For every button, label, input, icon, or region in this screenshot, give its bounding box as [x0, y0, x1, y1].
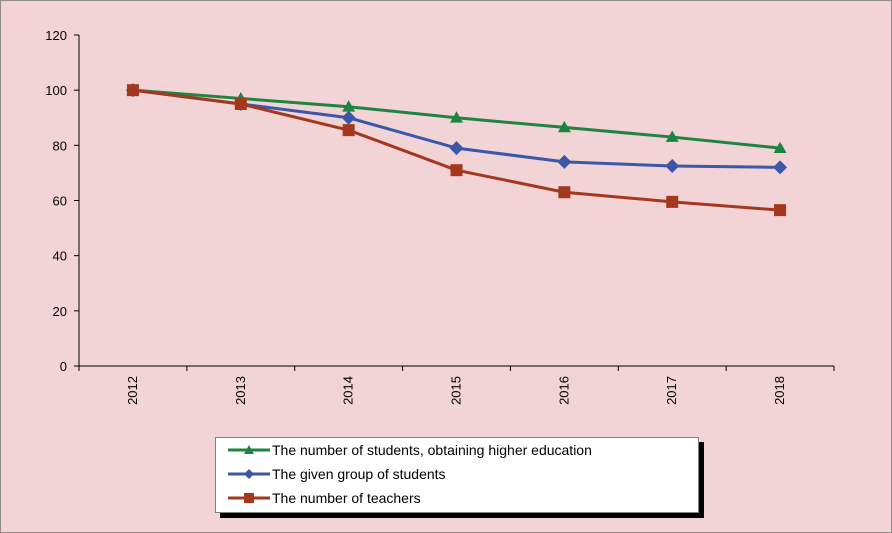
legend-item: The number of students, obtaining higher…: [228, 440, 592, 460]
x-tick-label: 2016: [556, 376, 571, 405]
legend-swatch: [228, 469, 270, 479]
x-tick-label: 2017: [664, 376, 679, 405]
legend-swatch-marker: [244, 445, 254, 454]
legend-item: The number of teachers: [228, 488, 421, 508]
series-2-point: [665, 159, 680, 174]
series-3-point: [342, 124, 355, 137]
legend-swatch: [228, 445, 270, 454]
series-1-point: [557, 120, 571, 133]
legend-swatch-marker: [244, 469, 254, 479]
legend-swatch: [228, 493, 270, 503]
series-3-point: [774, 204, 787, 217]
series-3-point: [558, 186, 571, 199]
series-3-point: [666, 195, 679, 208]
y-tick-label: 20: [53, 304, 67, 319]
series-1-point: [773, 141, 787, 153]
x-tick-label: 2014: [341, 376, 356, 405]
series-1-point: [665, 130, 679, 142]
series-3-point: [450, 164, 463, 177]
series-1-point: [342, 100, 356, 112]
x-tick-label: 2018: [772, 376, 787, 405]
legend-item: The given group of students: [228, 464, 446, 484]
series-3-point: [126, 84, 139, 97]
x-tick-label: 2013: [233, 376, 248, 405]
legend: The number of students, obtaining higher…: [215, 437, 699, 513]
legend-label: The given group of students: [272, 466, 446, 482]
x-tick-label: 2015: [449, 376, 464, 405]
legend-label: The number of teachers: [272, 490, 421, 506]
y-tick-label: 40: [53, 249, 67, 264]
y-tick-label: 0: [60, 359, 67, 374]
y-tick-label: 80: [53, 138, 67, 153]
legend-swatch-marker: [244, 493, 254, 503]
legend-label: The number of students, obtaining higher…: [272, 442, 592, 458]
series-3-point: [234, 97, 247, 110]
series-1-point: [450, 111, 463, 123]
series-2-point: [773, 160, 788, 175]
series-2-point: [449, 141, 464, 156]
y-tick-label: 100: [45, 83, 67, 98]
y-tick-label: 60: [53, 194, 67, 209]
y-tick-label: 120: [45, 28, 67, 43]
series-2-point: [557, 154, 572, 169]
series-2-point: [341, 110, 356, 125]
x-tick-label: 2012: [125, 376, 140, 405]
